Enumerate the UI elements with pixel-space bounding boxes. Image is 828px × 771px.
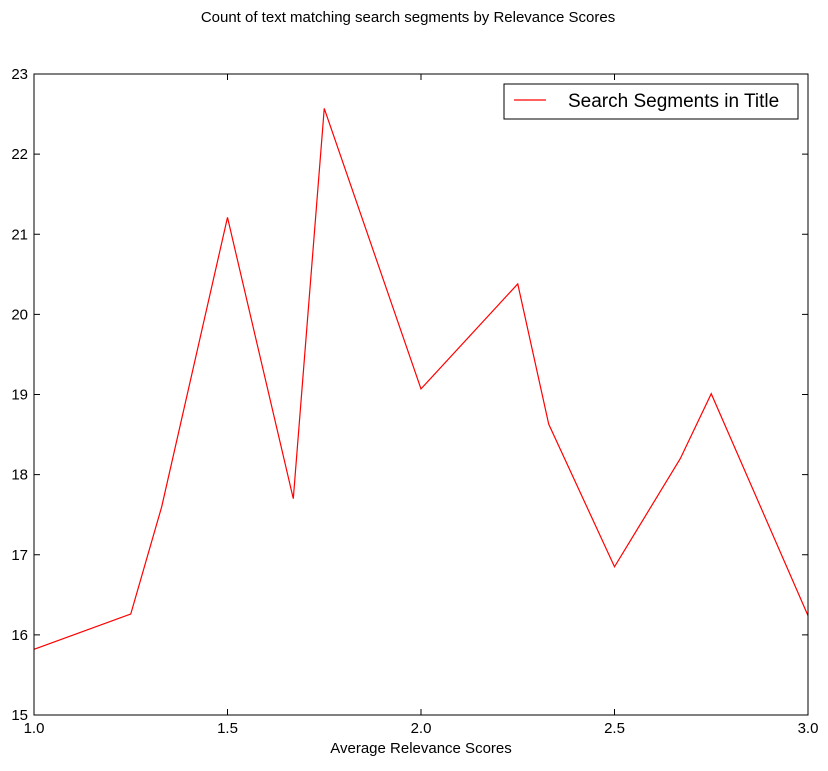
x-tick-label: 2.5 (604, 720, 625, 737)
legend-box (503, 83, 799, 120)
legend: Search Segments in Title (503, 83, 799, 120)
y-tick-label: 22 (11, 146, 28, 163)
chart-title: Count of text matching search segments b… (201, 9, 615, 26)
y-tick-label: 17 (11, 547, 28, 564)
x-tick-label: 1.0 (24, 720, 45, 737)
y-tick-label: 20 (11, 306, 28, 323)
legend-label: Search Segments in Title (568, 91, 779, 112)
y-tick-label: 21 (11, 226, 28, 243)
plot-frame (33, 73, 809, 716)
y-tick-label: 23 (11, 66, 28, 83)
y-tick-label: 15 (11, 707, 28, 724)
axis-ticks: 1.0 1.5 2.0 2.5 3.0 15 16 17 18 19 20 21 22 23 (11, 66, 818, 737)
y-tick-label: 19 (11, 387, 28, 404)
x-axis-label: Average Relevance Scores (330, 740, 512, 757)
x-tick-label: 1.5 (217, 720, 238, 737)
series-layer (33, 108, 809, 650)
series-line-0 (33, 108, 809, 650)
x-tick-label: 3.0 (798, 720, 819, 737)
y-tick-label: 18 (11, 467, 28, 484)
y-tick-label: 16 (11, 627, 28, 644)
x-tick-label: 2.0 (411, 720, 432, 737)
